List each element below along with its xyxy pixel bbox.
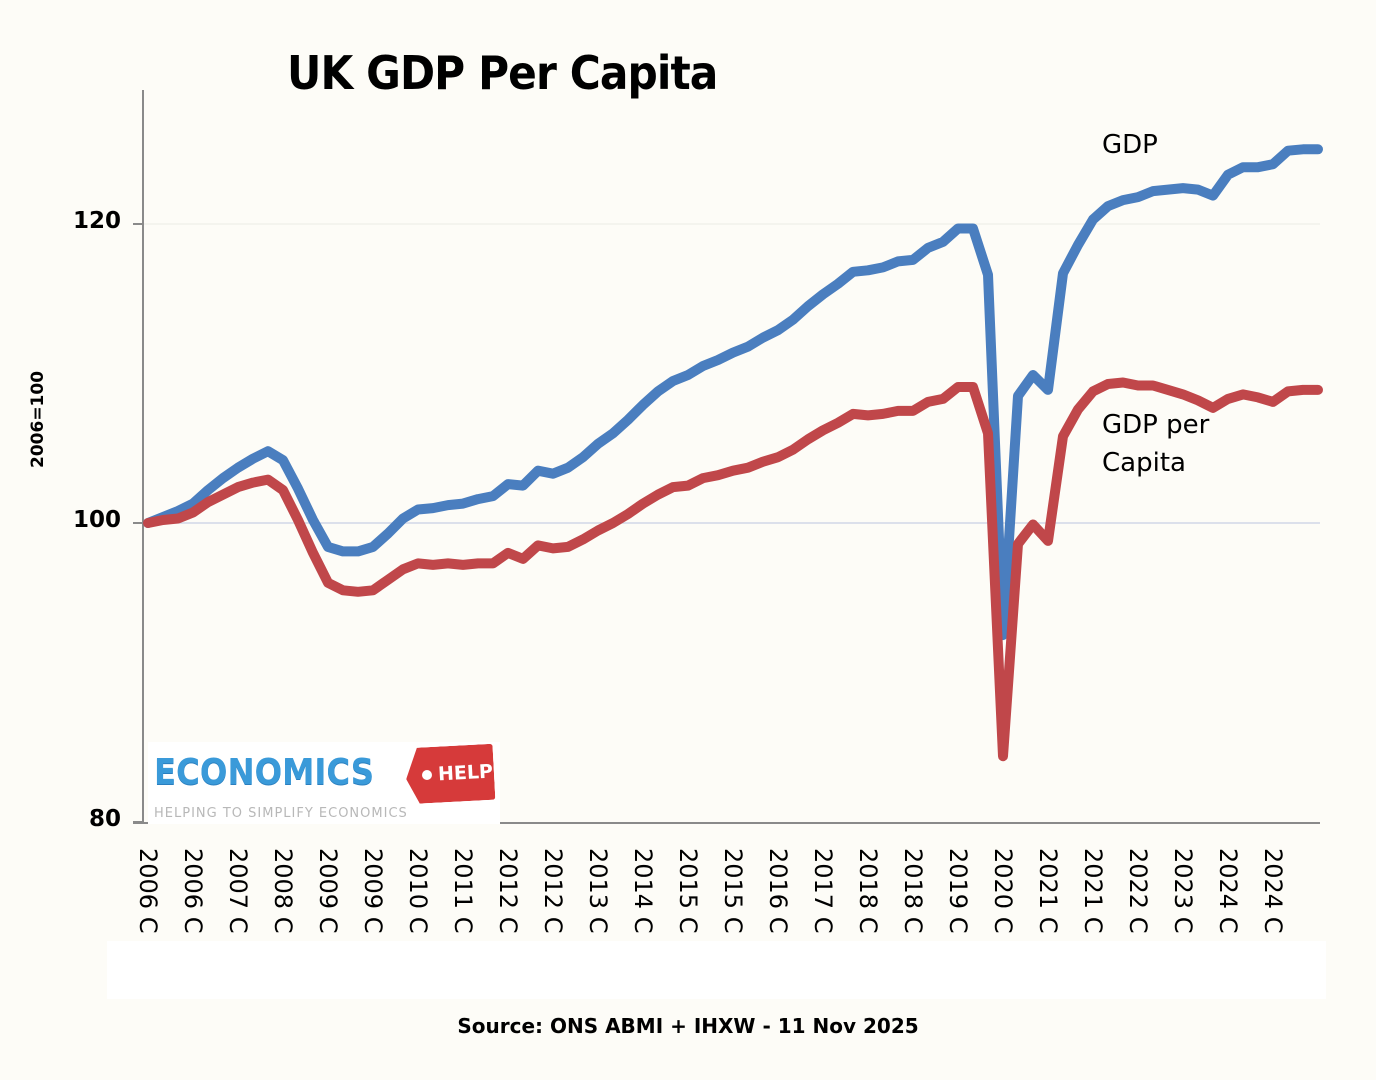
x-tick-label: 2024 C [1259, 848, 1287, 934]
source-note: Source: ONS ABMI + IHXW - 11 Nov 2025 [457, 1014, 919, 1038]
x-tick-label: 2021 C [1034, 848, 1062, 934]
label-mask-box [107, 941, 1326, 999]
x-tick-label: 2009 C [359, 848, 387, 934]
y-tick-label: 100 [72, 507, 121, 533]
x-tick-label: 2006 C [134, 848, 162, 934]
y-tick-label: 120 [72, 208, 121, 234]
y-tick-label: 80 [88, 806, 121, 832]
x-tick-label: 2010 C [404, 848, 432, 934]
x-tick-label: 2017 C [809, 848, 837, 934]
x-tick-label: 2022 C [1124, 848, 1152, 934]
x-tick-label: 2018 C [854, 848, 882, 934]
logo-wordmark: ECONOMICS [154, 752, 375, 793]
x-tick-label: 2021 C [1079, 848, 1107, 934]
x-tick-label: 2012 C [494, 848, 522, 934]
logo-tag-hole-icon [422, 770, 432, 780]
x-tick-label: 2016 C [764, 848, 792, 934]
gdp-series-label: GDP [1102, 130, 1158, 160]
gdp-per-capita-series-label: GDP per Capita [1102, 406, 1209, 482]
gdp-per-capita-label-line-1: GDP per [1102, 410, 1210, 440]
x-tick-label: 2006 C [179, 848, 207, 934]
economics-help-logo: ECONOMICS HELP HELPING TO SIMPLIFY ECONO… [148, 742, 500, 824]
x-tick-label: 2011 C [449, 848, 477, 934]
x-tick-label: 2013 C [584, 848, 612, 934]
gdp-line [143, 144, 1323, 641]
x-tick-label: 2012 C [539, 848, 567, 934]
x-tick-label: 2020 C [989, 848, 1017, 934]
x-tick-label: 2015 C [674, 848, 702, 934]
x-tick-label: 2008 C [269, 848, 297, 934]
logo-tag-text: HELP [437, 760, 494, 786]
x-tick-label: 2024 C [1214, 848, 1242, 934]
logo-tagline: HELPING TO SIMPLIFY ECONOMICS [154, 806, 408, 821]
x-tick-label: 2014 C [629, 848, 657, 934]
x-tick-label: 2019 C [944, 848, 972, 934]
y-axis-label: 2006=100 [28, 370, 48, 468]
x-tick-label: 2023 C [1169, 848, 1197, 934]
x-tick-label: 2018 C [899, 848, 927, 934]
x-tick-label: 2015 C [719, 848, 747, 934]
chart-title: UK GDP Per Capita [287, 46, 718, 100]
gdp-per-capita-line [143, 377, 1323, 762]
x-tick-label: 2009 C [314, 848, 342, 934]
x-tick-label: 2007 C [224, 848, 252, 934]
gdp-per-capita-label-line-2: Capita [1102, 448, 1186, 478]
